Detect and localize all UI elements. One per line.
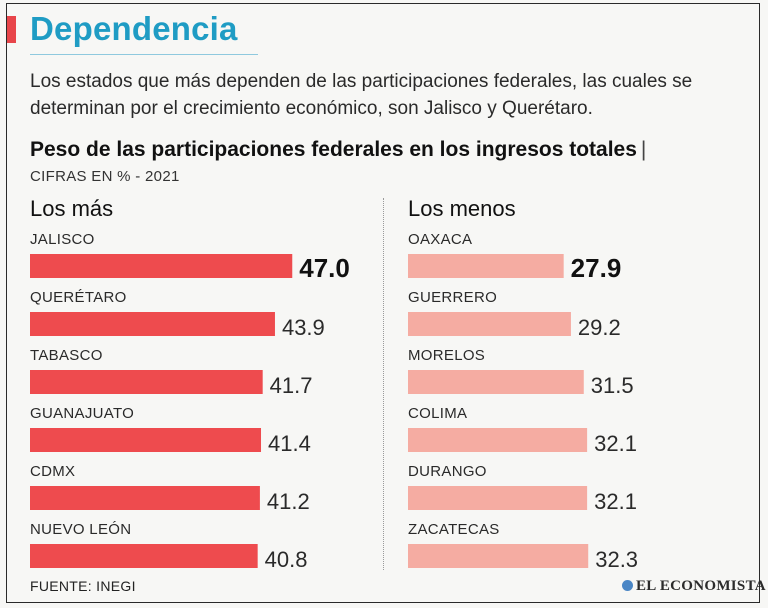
group-divider bbox=[383, 198, 384, 570]
category-label-queretaro: QUERÉTARO bbox=[30, 289, 127, 306]
category-label-jalisco: JALISCO bbox=[30, 231, 95, 248]
title-accent-bar bbox=[7, 16, 16, 43]
title-underline bbox=[30, 54, 258, 55]
chart-frame bbox=[6, 3, 760, 603]
bar-oaxaca bbox=[408, 254, 564, 278]
brand-name: EL ECONOMISTA bbox=[636, 578, 766, 594]
bar-morelos bbox=[408, 370, 584, 394]
bar-zacatecas bbox=[408, 544, 589, 568]
group-title-left: Los más bbox=[30, 196, 114, 221]
bar-guanajuato bbox=[30, 428, 262, 452]
chart-title-text: Peso de las participaciones federales en… bbox=[30, 138, 637, 161]
bar-nuevo-leon bbox=[30, 544, 258, 568]
value-label-jalisco: 47.0 bbox=[299, 253, 350, 283]
globe-icon bbox=[622, 580, 633, 591]
bar-queretaro bbox=[30, 312, 275, 336]
value-label-queretaro: 43.9 bbox=[282, 315, 325, 340]
category-label-morelos: MORELOS bbox=[408, 347, 485, 364]
chart-title: Peso de las participaciones federales en… bbox=[30, 138, 646, 162]
category-label-zacatecas: ZACATECAS bbox=[408, 521, 500, 538]
value-label-guerrero: 29.2 bbox=[578, 315, 621, 340]
page-title: Dependencia bbox=[30, 10, 238, 47]
category-label-guanajuato: GUANAJUATO bbox=[30, 405, 134, 422]
value-label-guanajuato: 41.4 bbox=[268, 431, 311, 456]
bar-guerrero bbox=[408, 312, 571, 336]
value-label-zacatecas: 32.3 bbox=[595, 547, 638, 572]
source-note: FUENTE: INEGI bbox=[30, 578, 136, 594]
bar-jalisco bbox=[30, 254, 293, 278]
brand-logo: EL ECONOMISTA bbox=[622, 578, 766, 595]
category-label-cdmx: CDMX bbox=[30, 463, 75, 480]
category-label-tabasco: TABASCO bbox=[30, 347, 103, 364]
value-label-tabasco: 41.7 bbox=[270, 373, 313, 398]
category-label-guerrero: GUERRERO bbox=[408, 289, 497, 306]
bar-colima bbox=[408, 428, 588, 452]
bar-cdmx bbox=[30, 486, 260, 510]
value-label-oaxaca: 27.9 bbox=[571, 253, 622, 283]
bar-tabasco bbox=[30, 370, 263, 394]
value-label-durango: 32.1 bbox=[594, 489, 637, 514]
category-label-nuevo-leon: NUEVO LEÓN bbox=[30, 521, 131, 538]
category-label-colima: COLIMA bbox=[408, 405, 467, 422]
bar-durango bbox=[408, 486, 588, 510]
group-title-right: Los menos bbox=[408, 196, 516, 221]
unit-label: CIFRAS EN % - 2021 bbox=[30, 168, 180, 185]
category-label-oaxaca: OAXACA bbox=[408, 231, 472, 248]
value-label-nuevo-leon: 40.8 bbox=[265, 547, 308, 572]
value-label-cdmx: 41.2 bbox=[267, 489, 310, 514]
chart-title-separator: | bbox=[640, 138, 647, 161]
value-label-colima: 32.1 bbox=[594, 431, 637, 456]
category-label-durango: DURANGO bbox=[408, 463, 487, 480]
subtitle: Los estados que más dependen de las part… bbox=[30, 71, 693, 119]
value-label-morelos: 31.5 bbox=[591, 373, 634, 398]
